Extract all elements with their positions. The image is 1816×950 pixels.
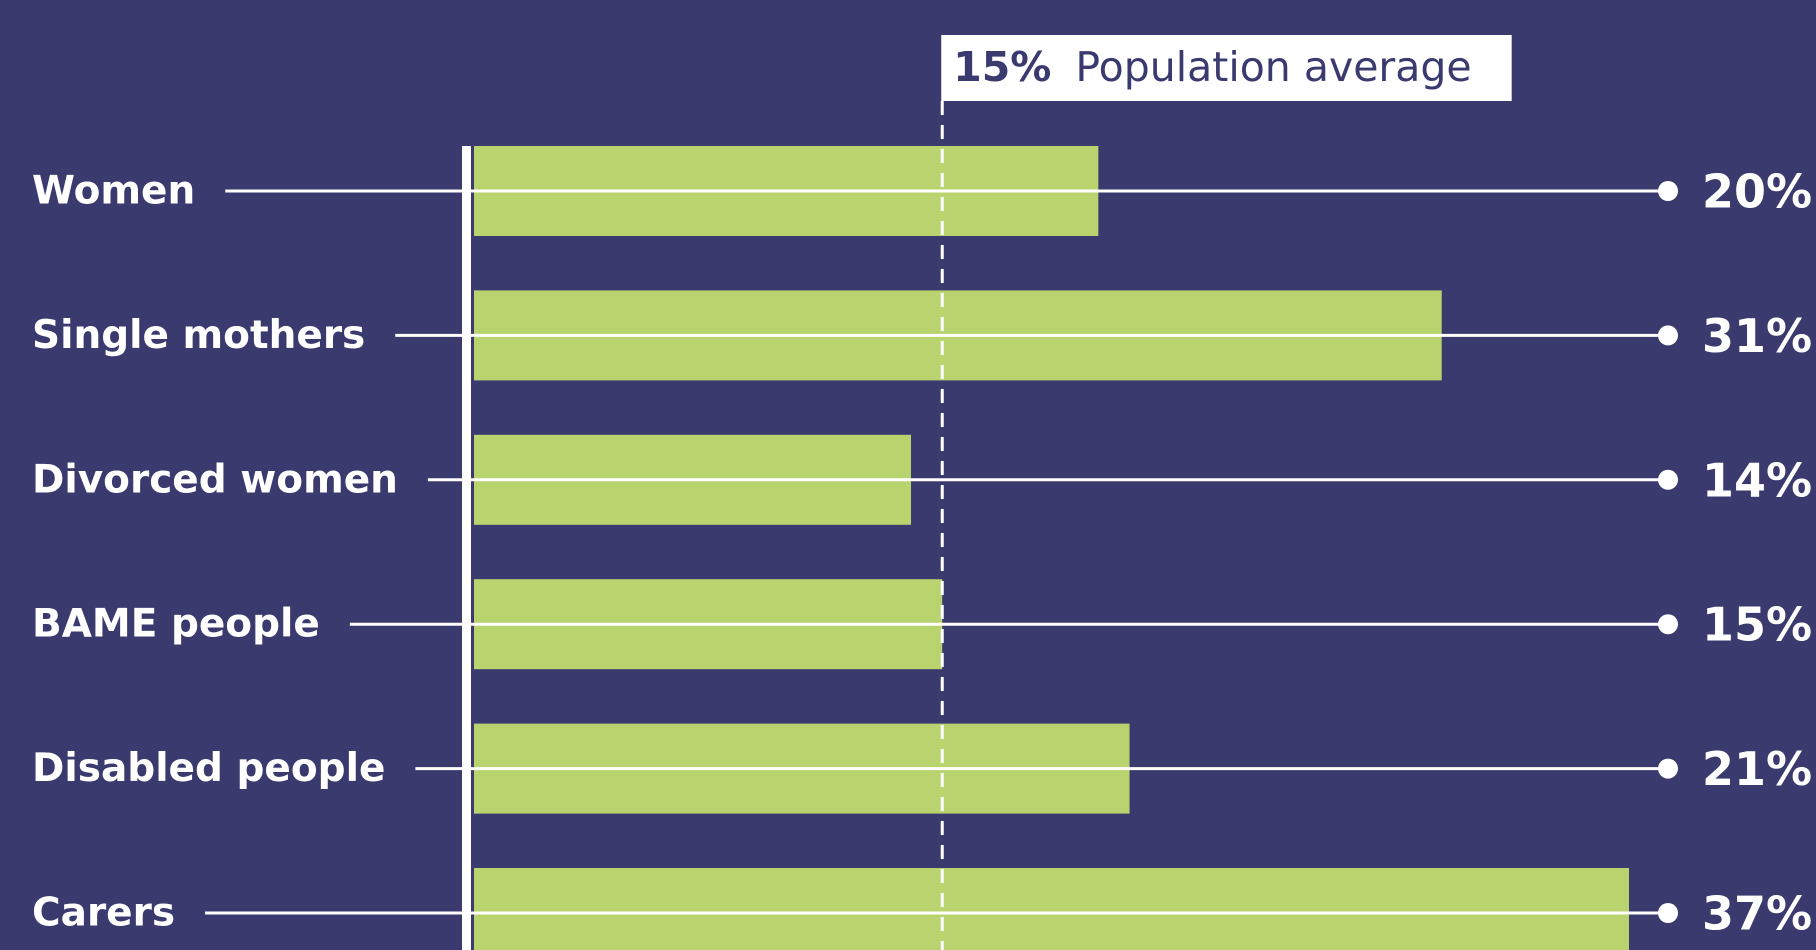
reference-label: Population average <box>1075 43 1471 91</box>
value-label: 14% <box>1702 453 1812 507</box>
value-label: 21% <box>1702 742 1812 796</box>
leader-dot <box>1658 181 1678 201</box>
value-label: 20% <box>1702 165 1812 219</box>
value-label: 31% <box>1702 309 1812 363</box>
value-label: 15% <box>1702 598 1812 652</box>
leader-dot <box>1658 758 1678 779</box>
category-label: Women <box>32 169 195 214</box>
reference-value: 15% <box>953 43 1051 91</box>
axis-line <box>462 146 471 950</box>
category-label: Single mothers <box>32 313 365 358</box>
reference-box <box>941 35 1512 101</box>
leader-dot <box>1658 903 1678 923</box>
category-label: BAME people <box>32 602 320 647</box>
leader-dot <box>1658 469 1678 490</box>
leader-dot <box>1658 614 1678 635</box>
category-label: Disabled people <box>32 746 385 791</box>
category-label: Carers <box>32 891 175 936</box>
category-label: Divorced women <box>32 457 398 502</box>
value-label: 37% <box>1702 887 1812 941</box>
leader-dot <box>1658 325 1678 346</box>
bar <box>474 868 1629 950</box>
